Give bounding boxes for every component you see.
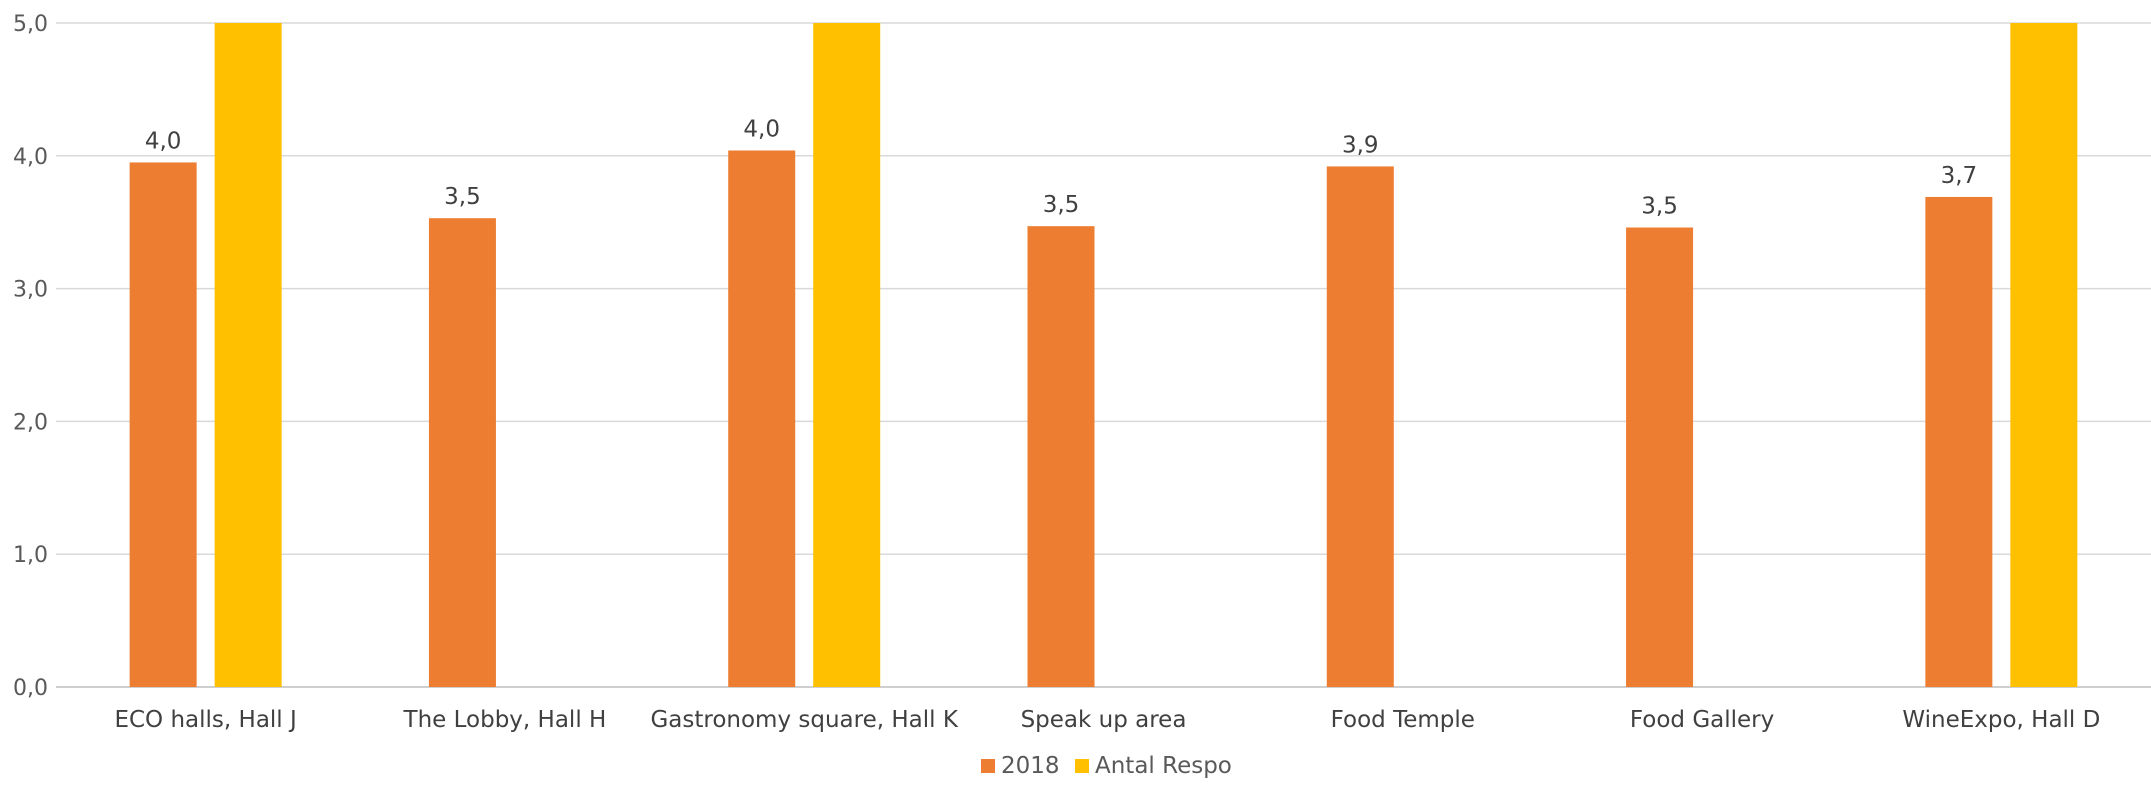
y-tick-label: 4,0: [13, 145, 48, 170]
y-tick-label: 5,0: [13, 12, 48, 37]
bar-2018: [1027, 226, 1095, 687]
bar-antal-respo: [2010, 23, 2078, 687]
category-label: The Lobby, Hall H: [403, 707, 607, 733]
data-label-2018: 3,9: [1342, 132, 1379, 158]
legend: 2018 Antal Respo: [981, 753, 1232, 779]
category-label: ECO halls, Hall J: [114, 707, 296, 733]
data-labels: 4,0 3,5 4,0 3,5 3,9 3,5 3,7: [145, 116, 1977, 219]
data-label-2018: 3,5: [444, 184, 481, 210]
bar-2018: [1626, 227, 1694, 687]
category-label: Food Temple: [1331, 707, 1475, 733]
y-tick-label: 1,0: [13, 543, 48, 568]
bar-2018: [1925, 196, 1993, 687]
bars: [129, 23, 2078, 687]
category-label: Food Gallery: [1630, 707, 1774, 733]
data-label-2018: 4,0: [145, 128, 182, 154]
legend-swatch-antal-respo: [1075, 759, 1089, 773]
legend-label-2018: 2018: [1001, 753, 1060, 779]
bar-2018: [1326, 166, 1394, 687]
y-tick-label: 0,0: [13, 676, 48, 701]
category-label: WineExpo, Hall D: [1902, 707, 2100, 733]
y-tick-label: 3,0: [13, 278, 48, 303]
category-label: Gastronomy square, Hall K: [650, 707, 958, 733]
bar-antal-respo: [813, 23, 881, 687]
y-axis-tick-labels: 0,0 1,0 2,0 3,0 4,0 5,0: [13, 12, 48, 701]
data-label-2018: 3,7: [1941, 163, 1978, 189]
bar-2018: [728, 150, 796, 687]
legend-label-antal-respo: Antal Respo: [1095, 753, 1232, 779]
category-label: Speak up area: [1021, 707, 1187, 733]
data-label-2018: 3,5: [1043, 192, 1080, 218]
y-tick-label: 2,0: [13, 410, 48, 435]
gridlines: [56, 22, 2151, 688]
bar-2018: [428, 218, 496, 687]
data-label-2018: 3,5: [1641, 194, 1678, 220]
bar-2018: [129, 162, 197, 687]
legend-swatch-2018: [981, 759, 995, 773]
x-axis-category-labels: ECO halls, Hall J The Lobby, Hall H Gastro…: [114, 707, 2100, 733]
data-label-2018: 4,0: [743, 116, 780, 142]
bar-antal-respo: [214, 23, 282, 687]
